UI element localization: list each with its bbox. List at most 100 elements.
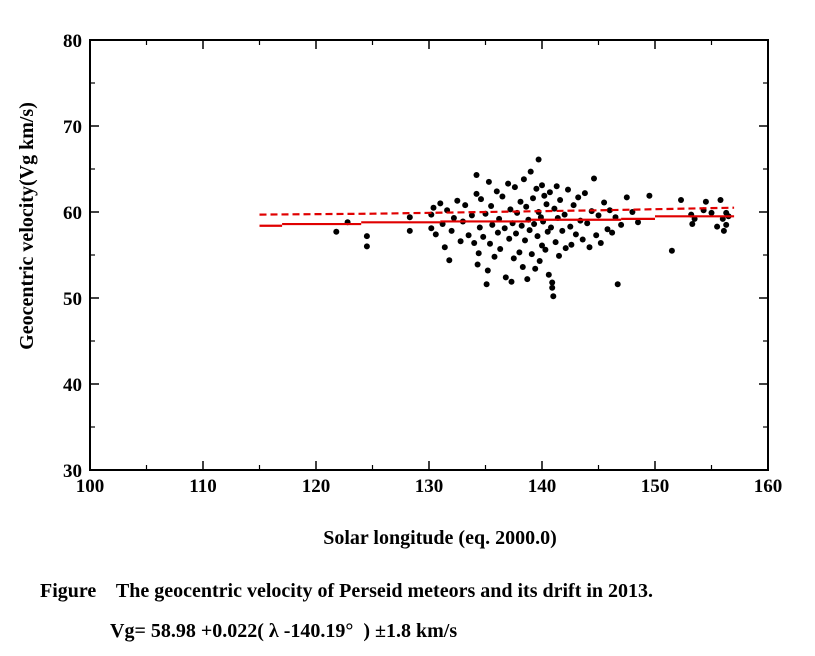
data-point	[494, 229, 501, 236]
data-point	[528, 251, 535, 258]
data-point	[557, 197, 564, 203]
data-point	[446, 257, 453, 264]
y-tick-label: 30	[63, 461, 82, 482]
data-point	[363, 243, 370, 250]
scatter-plot: 100 110 120 130 140 150 160 30 40 50 60 70 80 Solar …	[16, 31, 783, 549]
data-point	[545, 271, 552, 278]
plot-frame	[89, 39, 769, 471]
data-point	[505, 180, 512, 187]
data-point	[549, 279, 556, 286]
data-point	[543, 201, 550, 208]
data-point	[533, 185, 540, 192]
data-point	[597, 240, 604, 246]
data-point	[552, 239, 559, 246]
data-point	[527, 168, 534, 175]
data-point	[708, 209, 715, 216]
data-point	[428, 225, 435, 232]
data-point	[478, 196, 484, 203]
data-point	[539, 182, 545, 189]
fit-equation: Vg= 58.98 +0.022( λ -140.19° ) ±1.8 km/s	[110, 620, 458, 642]
data-point	[723, 221, 730, 228]
data-point	[593, 232, 600, 239]
data-point	[548, 224, 554, 231]
data-point	[430, 204, 437, 211]
data-point	[493, 188, 500, 195]
data-point	[502, 274, 509, 281]
data-point	[544, 228, 551, 235]
data-point	[448, 227, 455, 234]
data-point	[450, 215, 457, 221]
data-point	[475, 250, 482, 257]
data-point	[539, 242, 545, 249]
data-point	[457, 238, 464, 245]
data-point	[531, 221, 538, 227]
data-point	[717, 197, 724, 203]
data-point	[333, 228, 340, 235]
dashed-fit-line	[259, 206, 735, 216]
data-point	[720, 227, 727, 234]
data-point	[572, 231, 579, 238]
data-point	[487, 240, 493, 247]
y-tick-label: 70	[63, 117, 82, 138]
data-point	[536, 258, 543, 264]
data-point	[635, 219, 641, 226]
data-point	[517, 198, 524, 205]
data-point	[562, 245, 569, 252]
data-point	[702, 198, 709, 205]
data-point	[614, 281, 621, 288]
data-point	[522, 237, 528, 244]
data-point	[565, 186, 571, 193]
data-point	[604, 226, 611, 233]
data-point	[471, 240, 478, 246]
data-point	[584, 220, 591, 227]
data-point	[406, 227, 413, 234]
data-point	[532, 265, 539, 272]
data-point	[465, 232, 472, 239]
marks-layer	[259, 156, 735, 300]
data-point	[462, 202, 469, 209]
data-point	[523, 203, 530, 210]
y-tick-label: 60	[63, 203, 82, 224]
data-point	[510, 255, 517, 262]
data-point	[546, 189, 553, 196]
data-point	[518, 222, 525, 229]
data-point	[623, 194, 630, 201]
data-point	[567, 223, 574, 230]
data-point	[432, 231, 439, 238]
data-point	[524, 276, 531, 283]
data-point	[491, 253, 498, 260]
x-tick-label: 150	[641, 476, 670, 497]
data-point	[485, 178, 492, 185]
data-point	[549, 284, 556, 291]
data-point	[480, 233, 487, 240]
data-point	[508, 278, 515, 285]
data-point	[559, 227, 566, 234]
data-point	[474, 261, 481, 268]
data-point	[516, 249, 523, 256]
data-point	[454, 197, 461, 204]
data-point	[668, 247, 675, 254]
data-point	[520, 176, 527, 183]
data-point	[519, 264, 526, 270]
data-point	[606, 207, 613, 214]
data-point	[568, 241, 575, 248]
data-point	[406, 214, 413, 221]
data-point	[511, 184, 518, 191]
data-point	[542, 246, 549, 253]
data-point	[579, 236, 586, 243]
x-tick-label: 110	[189, 476, 216, 497]
data-point	[530, 195, 536, 202]
data-point	[484, 267, 491, 274]
data-point	[363, 233, 370, 240]
data-point	[601, 199, 608, 206]
x-tick-label: 160	[754, 476, 783, 497]
data-point	[570, 202, 577, 209]
y-axis-label: Geocentric velocity(Vg km/s)	[16, 102, 38, 350]
data-point	[497, 246, 504, 252]
y-tick-label: 40	[63, 375, 82, 396]
data-point	[473, 172, 480, 178]
x-tick-label: 140	[528, 476, 557, 497]
data-point	[561, 211, 568, 218]
data-point	[689, 221, 696, 227]
data-point	[714, 223, 721, 230]
